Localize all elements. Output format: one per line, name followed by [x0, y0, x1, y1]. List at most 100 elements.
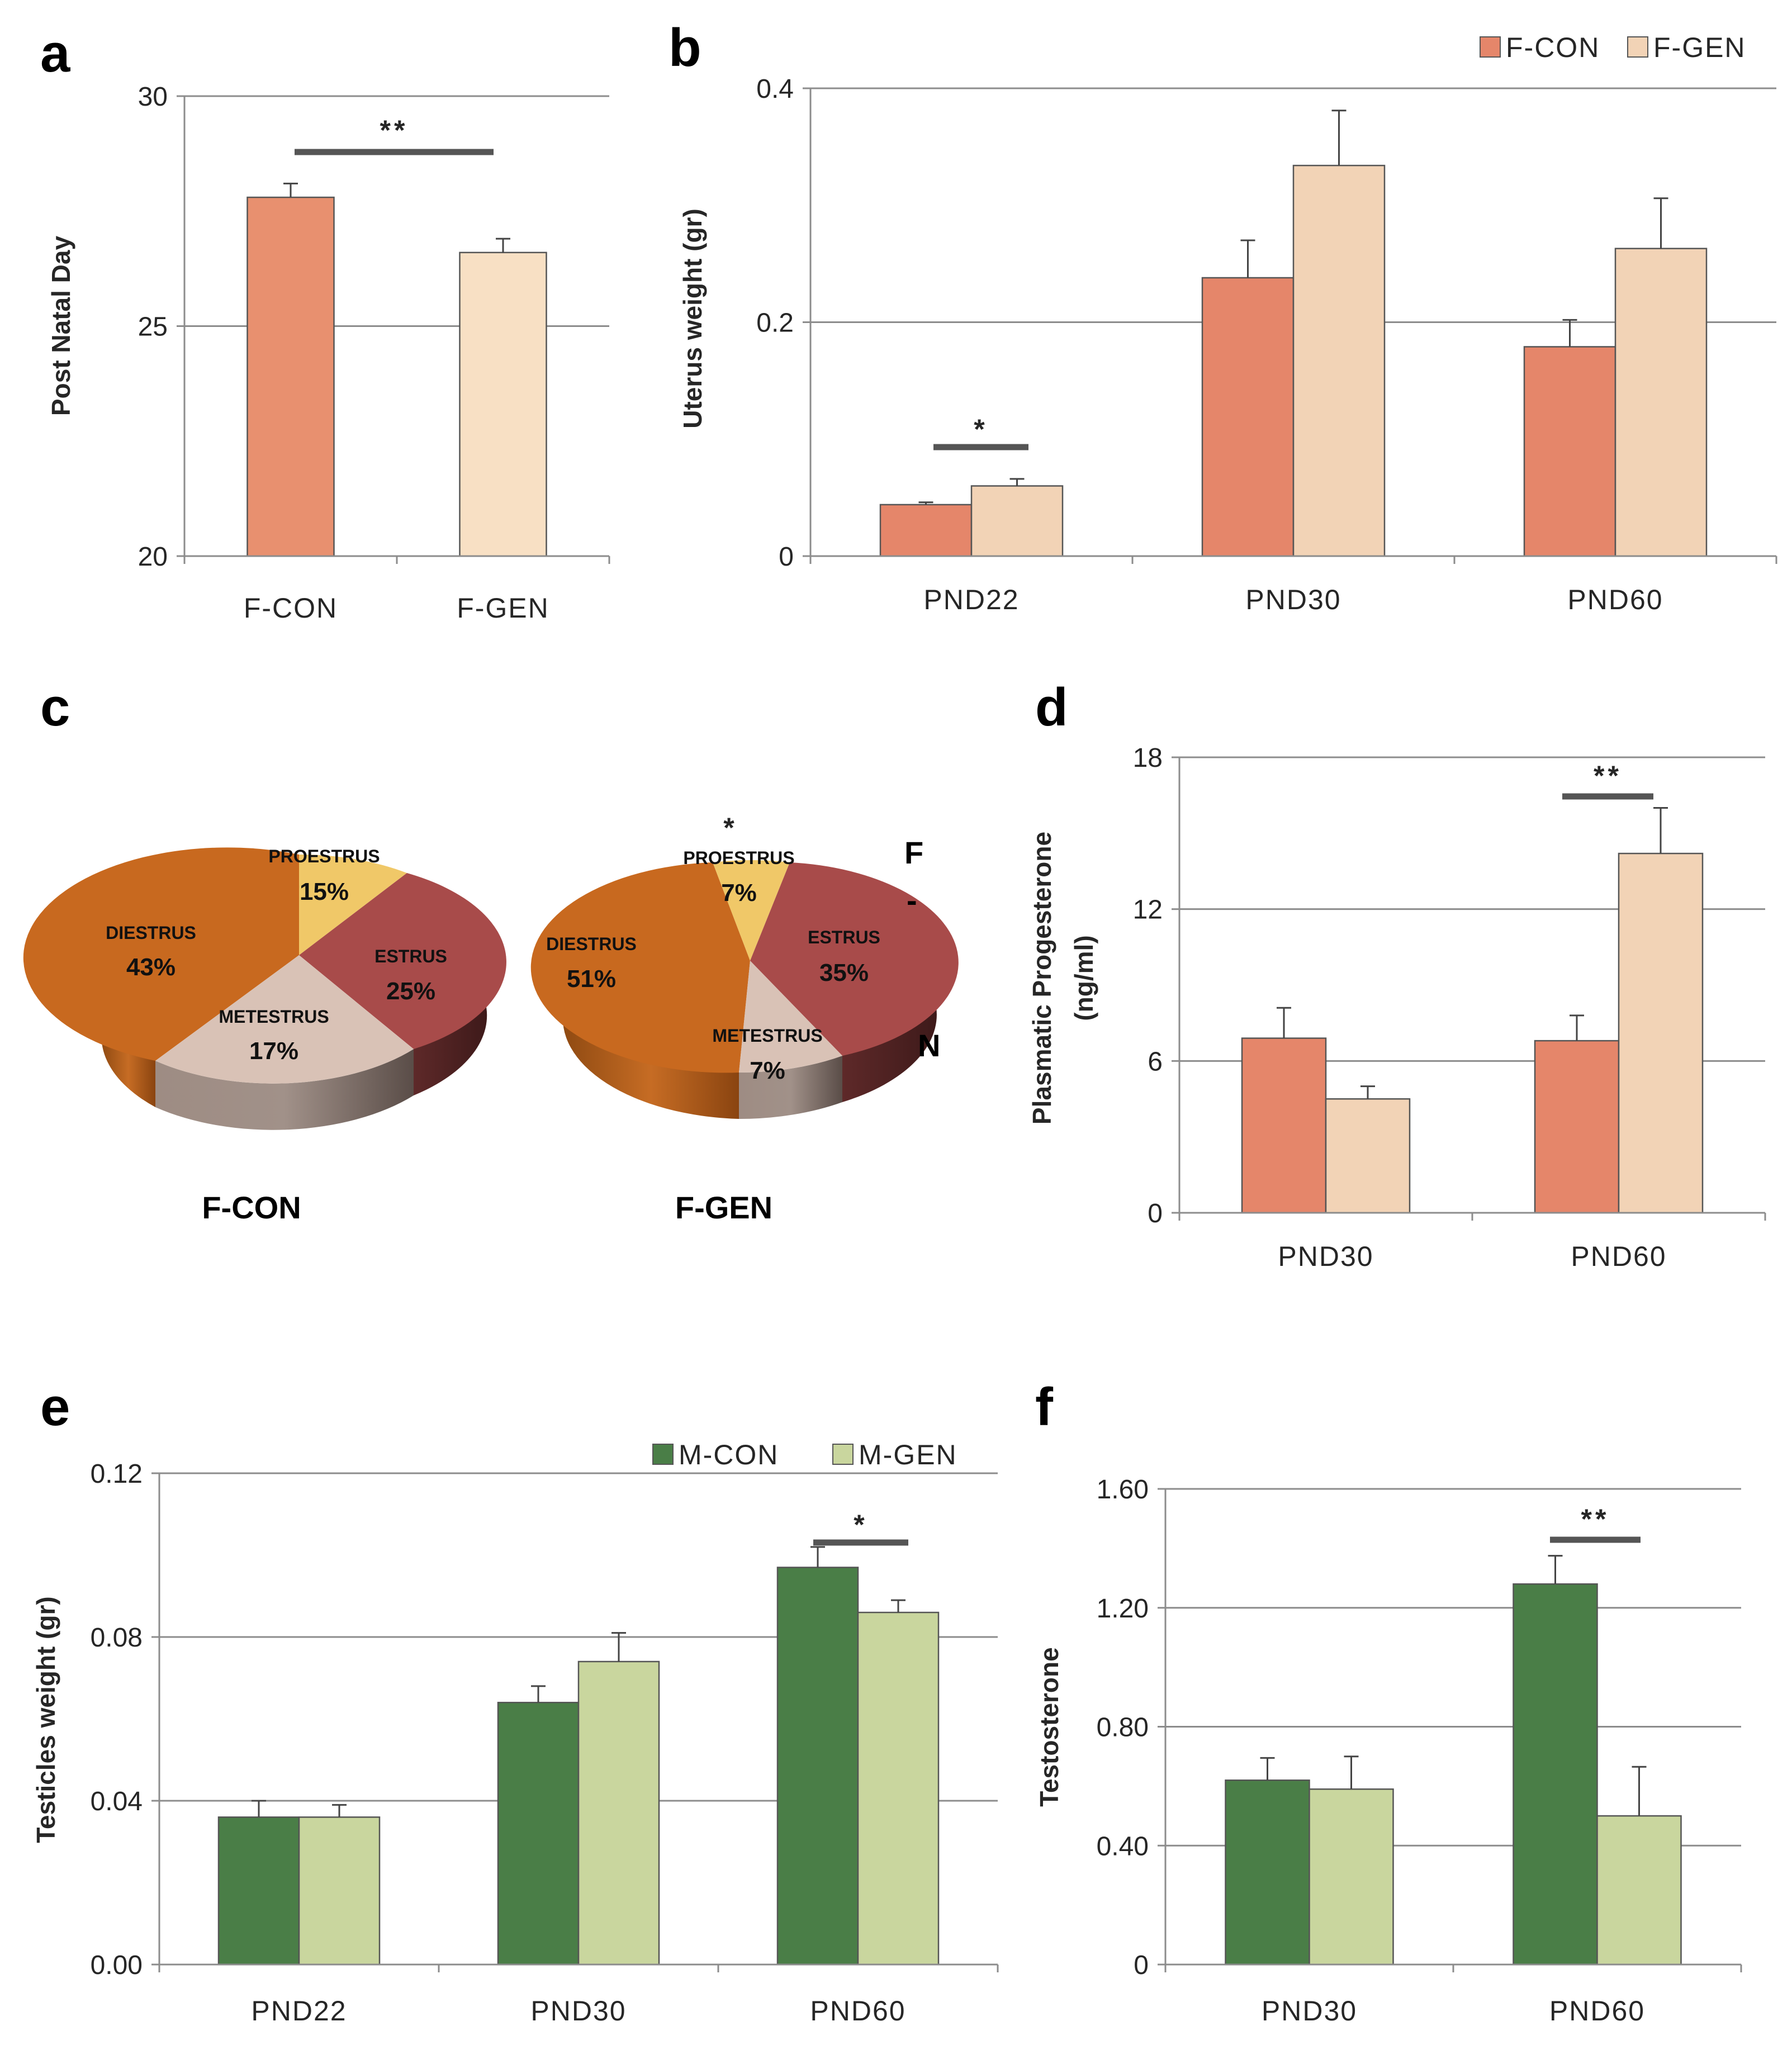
ytick-label-d-1: 6 — [1148, 1047, 1163, 1076]
pie-f-gen-side-metestrus — [739, 1056, 842, 1119]
panel-letter-a: a — [40, 23, 70, 83]
bar-d-f-gen-pnd60 — [1618, 852, 1704, 1214]
legend-label-f-con: F-CON — [1506, 32, 1600, 63]
pie-f-con-label-proestrus: PROESTRUS — [268, 846, 380, 866]
category-label-f-0: PND30 — [1262, 1995, 1357, 2027]
ytick-label-a-0: 20 — [138, 542, 168, 572]
chart-b-uterus-weight: 0 0.2 0.4 Uterus weight (gr) PND22 PND30 PND60… — [678, 74, 1777, 615]
pie-f-gen-slice-diestrus — [530, 862, 750, 1073]
chart-e-testicles-weight: 0.00 0.04 0.08 0.12 Testicles weight (gr) PND… — [31, 1459, 999, 2027]
ytick-label-a-2: 30 — [138, 82, 168, 112]
significance-label-d: ** — [1594, 760, 1622, 791]
category-label-b-2: PND60 — [1567, 584, 1663, 615]
y-axis-label-b: Uterus weight (gr) — [678, 208, 707, 429]
pie-significance-star: * — [723, 812, 737, 843]
pie-f-gen-pct-metestrus: 7% — [750, 1057, 785, 1084]
pie-f-gen-slice-proestrus — [713, 860, 790, 961]
ytick-label-e-2: 0.08 — [91, 1623, 143, 1653]
pie-f-con-label-diestrus: DIESTRUS — [106, 923, 196, 943]
legend-label-f-gen: F-GEN — [1653, 32, 1746, 63]
pie-f-con-side-diestrus — [101, 955, 155, 1107]
bar-f-m-con-pnd60 — [1513, 1583, 1598, 1966]
pie-f-con-pct-estrus: 25% — [386, 978, 435, 1005]
pie-f-gen-label-diestrus: DIESTRUS — [546, 934, 637, 954]
bar-e-m-con-pnd22 — [217, 1816, 300, 1966]
ytick-label-d-2: 12 — [1133, 895, 1163, 925]
significance-label-a: ** — [380, 115, 409, 146]
y-axis-label-f: Testosterone — [1035, 1647, 1064, 1806]
bar-b-f-con-pnd60 — [1523, 346, 1616, 557]
legend-male: M-CON M-GEN — [652, 1439, 957, 1470]
legend-label-m-gen: M-GEN — [859, 1439, 957, 1470]
pie-f-con-pct-metestrus: 17% — [249, 1037, 298, 1065]
category-label-d-0: PND30 — [1278, 1241, 1373, 1272]
panel-letter-f: f — [1035, 1377, 1054, 1437]
panel-letter-c: c — [40, 677, 70, 737]
y-axis-label-e: Testicles weight (gr) — [31, 1596, 60, 1843]
chart-d-progesterone: 0 6 12 18 Plasmatic Progesterone (ng/ml) PND30… — [1027, 743, 1766, 1272]
ytick-label-f-4: 1.60 — [1097, 1475, 1149, 1505]
legend-swatch-m-con — [652, 1444, 674, 1465]
bar-b-f-gen-pnd60 — [1614, 248, 1708, 557]
category-label-d-1: PND60 — [1571, 1241, 1666, 1272]
pie-f-gen-label-proestrus: PROESTRUS — [683, 848, 794, 868]
ytick-label-e-3: 0.12 — [91, 1459, 143, 1489]
panel-letter-b: b — [669, 18, 701, 78]
bar-e-m-gen-pnd22 — [298, 1816, 381, 1966]
bar-d-f-con-pnd30 — [1241, 1037, 1327, 1214]
pie-f-con-slice-diestrus — [23, 847, 299, 1061]
pie-f-gen-slice-estrus — [750, 862, 959, 1056]
category-label-e-2: PND60 — [810, 1995, 906, 2027]
category-label-f-1: PND60 — [1549, 1995, 1645, 2027]
pie-f-con-label-estrus: ESTRUS — [374, 946, 447, 966]
legend-female: F-CON F-GEN — [1480, 32, 1746, 63]
ytick-label-e-0: 0.00 — [91, 1951, 143, 1980]
pie-f-gen-pct-proestrus: 7% — [721, 879, 757, 907]
bar-d-f-con-pnd60 — [1534, 1040, 1620, 1214]
bar-d-f-gen-pnd30 — [1325, 1098, 1411, 1214]
ytick-label-d-0: 0 — [1148, 1199, 1163, 1228]
ytick-label-e-1: 0.04 — [91, 1787, 143, 1816]
pie-legend-fragment-1: F — [904, 835, 923, 870]
category-label-a-1: F-GEN — [457, 592, 549, 624]
bar-e-m-gen-pnd30 — [577, 1660, 660, 1966]
pie-f-con-slice-proestrus — [299, 854, 407, 955]
bar-f-m-gen-pnd60 — [1596, 1815, 1682, 1966]
ytick-label-a-1: 25 — [138, 312, 168, 342]
pie-legend-fragment-2: - — [907, 882, 917, 918]
pie-f-con-title: F-CON — [202, 1190, 301, 1225]
chart-a-puberty-onset: 20 25 30 Post Natal Day F-CON F-GEN ** — [46, 82, 610, 624]
pie-f-con-slice-metestrus — [155, 955, 414, 1084]
pie-f-gen-pct-estrus: 35% — [819, 959, 869, 986]
category-label-a-0: F-CON — [244, 592, 338, 624]
bar-b-f-con-pnd30 — [1201, 277, 1295, 557]
panel-letter-e: e — [40, 1377, 70, 1437]
pie-f-con-pct-proestrus: 15% — [300, 878, 349, 905]
y-axis-label-a: Post Natal Day — [46, 236, 75, 416]
pie-f-gen-label-metestrus: METESTRUS — [712, 1026, 822, 1046]
significance-label-f: ** — [1581, 1503, 1610, 1535]
category-label-b-1: PND30 — [1245, 584, 1341, 615]
bar-f-m-gen-pnd30 — [1309, 1788, 1394, 1966]
pie-f-gen-label-estrus: ESTRUS — [808, 927, 880, 947]
bar-a-f-gen-f-gen — [459, 252, 547, 557]
pie-f-con-label-metestrus: METESTRUS — [219, 1007, 329, 1027]
ytick-label-b-1: 0.2 — [756, 309, 794, 338]
pie-f-con-side-metestrus — [155, 1049, 414, 1130]
legend-swatch-f-con — [1480, 36, 1501, 58]
pie-f-gen-side-estrus — [842, 961, 937, 1102]
category-label-e-0: PND22 — [251, 1995, 347, 2027]
y-axis-label2-d: (ng/ml) — [1069, 935, 1098, 1021]
bar-f-m-con-pnd30 — [1225, 1779, 1310, 1966]
pie-legend-fragment-3: N — [918, 1028, 940, 1063]
ytick-label-f-2: 0.80 — [1097, 1713, 1149, 1743]
pie-f-gen-title: F-GEN — [675, 1190, 772, 1225]
pie-f-con: DIESTRUS 43% PROESTRUS 15% ESTRUS 25% ME… — [23, 846, 506, 1225]
ytick-label-b-0: 0 — [779, 542, 794, 572]
bar-e-m-gen-pnd60 — [857, 1611, 940, 1966]
bar-b-f-gen-pnd22 — [970, 485, 1064, 557]
pie-f-gen-slice-metestrus — [739, 961, 842, 1073]
significance-label-e: * — [854, 1509, 867, 1540]
pie-f-con-slice-estrus — [299, 873, 506, 1049]
category-label-b-0: PND22 — [923, 584, 1019, 615]
